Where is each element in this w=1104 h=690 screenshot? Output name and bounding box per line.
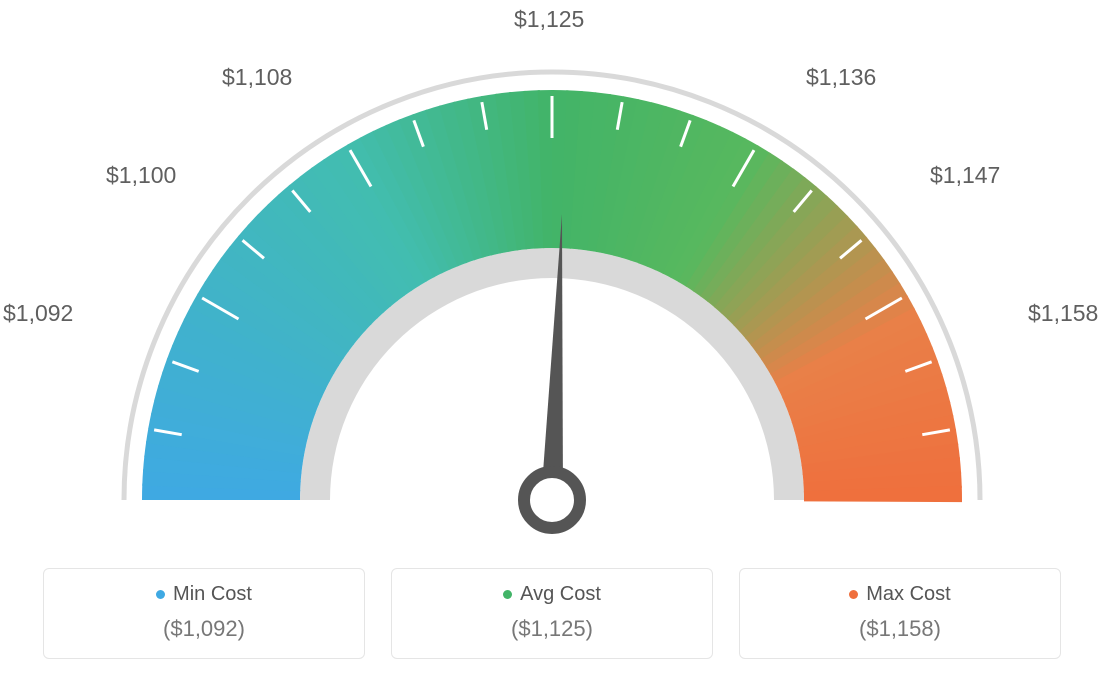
- legend-max-label: Max Cost: [866, 583, 950, 605]
- legend-min-value: ($1,092): [64, 616, 344, 642]
- legend-avg-label: Avg Cost: [520, 583, 601, 605]
- gauge-tick-label: $1,125: [514, 6, 584, 33]
- gauge-tick-label: $1,136: [806, 64, 876, 91]
- legend-max-value: ($1,158): [760, 616, 1040, 642]
- legend-max-title: Max Cost: [760, 583, 1040, 606]
- legend-min-label: Min Cost: [173, 583, 252, 605]
- gauge-tick-label: $1,100: [106, 162, 176, 189]
- gauge-svg: [0, 0, 1104, 560]
- gauge-chart: $1,092 $1,100 $1,108 $1,125 $1,136 $1,147 $1,1…: [0, 0, 1104, 560]
- legend-min-title: Min Cost: [64, 583, 344, 606]
- dot-icon: [849, 590, 858, 599]
- legend-min-box: Min Cost ($1,092): [43, 568, 365, 659]
- dot-icon: [156, 590, 165, 599]
- legend-avg-title: Avg Cost: [412, 583, 692, 606]
- gauge-tick-label: $1,108: [222, 64, 292, 91]
- legend-row: Min Cost ($1,092) Avg Cost ($1,125) Max …: [0, 568, 1104, 659]
- legend-avg-box: Avg Cost ($1,125): [391, 568, 713, 659]
- gauge-tick-label: $1,092: [3, 300, 73, 327]
- gauge-tick-label: $1,158: [1028, 300, 1098, 327]
- legend-max-box: Max Cost ($1,158): [739, 568, 1061, 659]
- legend-avg-value: ($1,125): [412, 616, 692, 642]
- dot-icon: [503, 590, 512, 599]
- gauge-tick-label: $1,147: [930, 162, 1000, 189]
